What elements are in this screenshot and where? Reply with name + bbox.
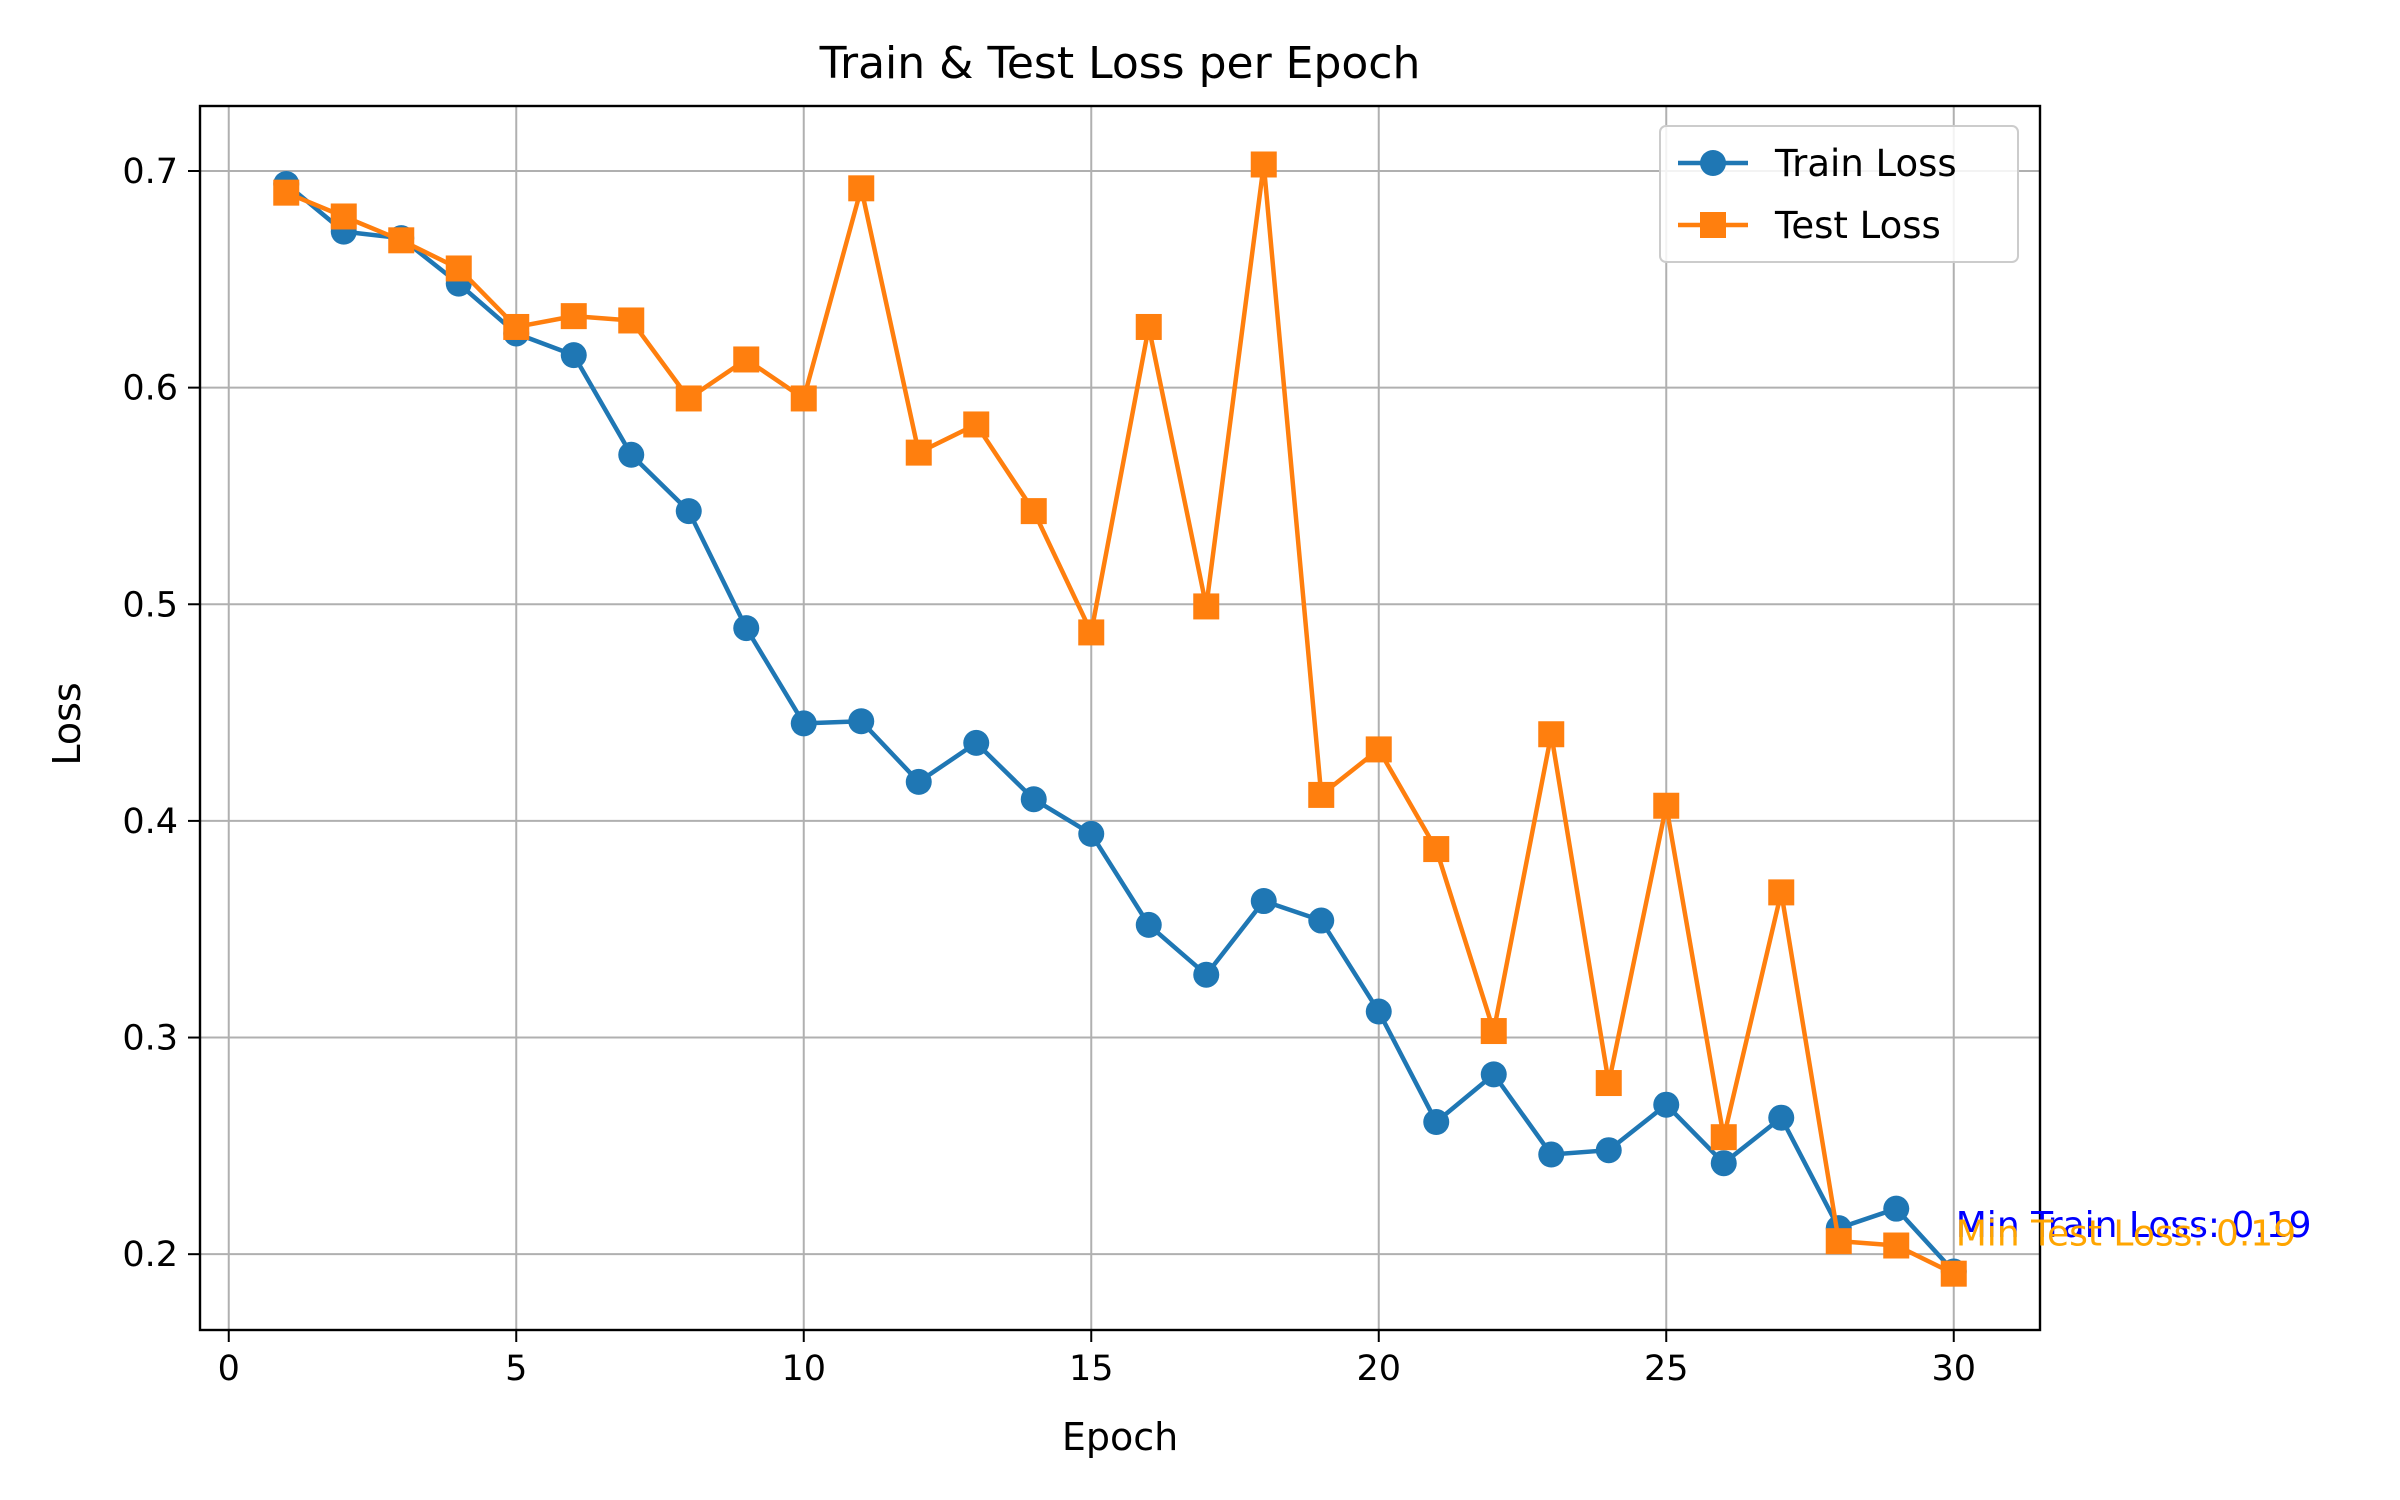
train-loss-point [1653,1091,1680,1118]
test-loss-point [733,346,760,373]
train-loss-point [790,710,817,737]
test-loss-point [1825,1228,1852,1255]
test-loss-point [1423,836,1450,863]
legend-swatch-marker [1700,150,1726,176]
test-loss-point [1078,619,1105,646]
chart-title: Train & Test Loss per Epoch [819,38,1421,89]
test-loss-point [1768,879,1795,906]
train-loss-point [1595,1137,1622,1164]
test-loss-point [1308,781,1335,808]
y-tick-label: 0.5 [122,585,178,625]
y-tick-label: 0.2 [122,1235,178,1275]
test-loss-point [1653,792,1680,819]
legend: Train Loss Test Loss [1659,125,2019,263]
x-tick-label: 10 [781,1349,826,1389]
y-tick-label: 0.3 [122,1019,178,1059]
test-loss-point [445,255,472,282]
test-loss-point [790,385,817,412]
train-loss-point [963,729,990,756]
test-loss-point [1480,1018,1507,1045]
test-loss-point [273,179,300,206]
train-loss-point [733,615,760,642]
test-loss-point [1940,1260,1967,1287]
test-loss-point [1135,313,1162,340]
train-loss-point [560,342,587,369]
test-loss-point [963,411,990,438]
train-loss-point [1538,1141,1565,1168]
test-loss-point [618,307,645,334]
x-tick-label: 20 [1356,1349,1401,1389]
test-loss-point [675,385,702,412]
x-axis-label: Epoch [1062,1415,1178,1459]
x-tick-label: 30 [1931,1349,1976,1389]
legend-swatch-marker [1700,212,1726,238]
train-loss-point [1365,998,1392,1025]
test-loss-point [330,203,357,230]
test-loss-series [273,151,1967,1287]
test-loss-point [905,439,932,466]
train-loss-point [1078,820,1105,847]
test-loss-point [1193,593,1220,620]
train-loss-point [1768,1104,1795,1131]
test-loss-point [1365,736,1392,763]
train-loss-point [1308,907,1335,934]
test-loss-point [848,175,875,202]
y-tick-label: 0.6 [122,369,178,409]
test-loss-point [388,227,415,254]
train-loss-point [848,708,875,735]
train-loss-point [1883,1195,1910,1222]
legend-label-train-loss: Train Loss [1774,142,1957,185]
plot-frame [198,104,2042,1332]
train-loss-point [1135,911,1162,938]
test-loss-point [1020,498,1047,525]
train-loss-point [905,768,932,795]
train-loss-point [1020,786,1047,813]
train-loss-point [618,441,645,468]
test-loss-point [503,313,530,340]
train-loss-point [1480,1061,1507,1088]
series-layer [273,151,1967,1287]
y-tick-label: 0.7 [122,152,178,192]
annotation-label: Min Train Loss: 0.19 [1956,1205,2312,1246]
test-loss-point [1595,1070,1622,1097]
legend-box [1659,125,2019,263]
train-loss-point [1710,1150,1737,1177]
train-loss-point [675,498,702,525]
legend-label-test-loss: Test Loss [1774,204,1941,247]
train-loss-point [1250,888,1277,915]
axis-ticks: 0 5 10 15 20 25 30 0.2 0.3 0.4 0.5 0.6 0.7 [122,152,1976,1389]
test-loss-point [1538,721,1565,748]
test-loss-point [560,303,587,330]
y-axis-label: Loss [45,682,89,765]
test-loss-point [1250,151,1277,178]
x-tick-label: 15 [1069,1349,1114,1389]
annotation-label: Min Test Loss: 0.19 [1956,1214,2296,1255]
train-loss-point [1423,1109,1450,1136]
test-loss-point [1710,1124,1737,1151]
test-loss-point [1883,1232,1910,1259]
y-tick-label: 0.4 [122,802,178,842]
x-tick-label: 0 [218,1349,240,1389]
x-tick-label: 25 [1644,1349,1689,1389]
x-tick-label: 5 [505,1349,527,1389]
train-loss-point [1193,961,1220,988]
